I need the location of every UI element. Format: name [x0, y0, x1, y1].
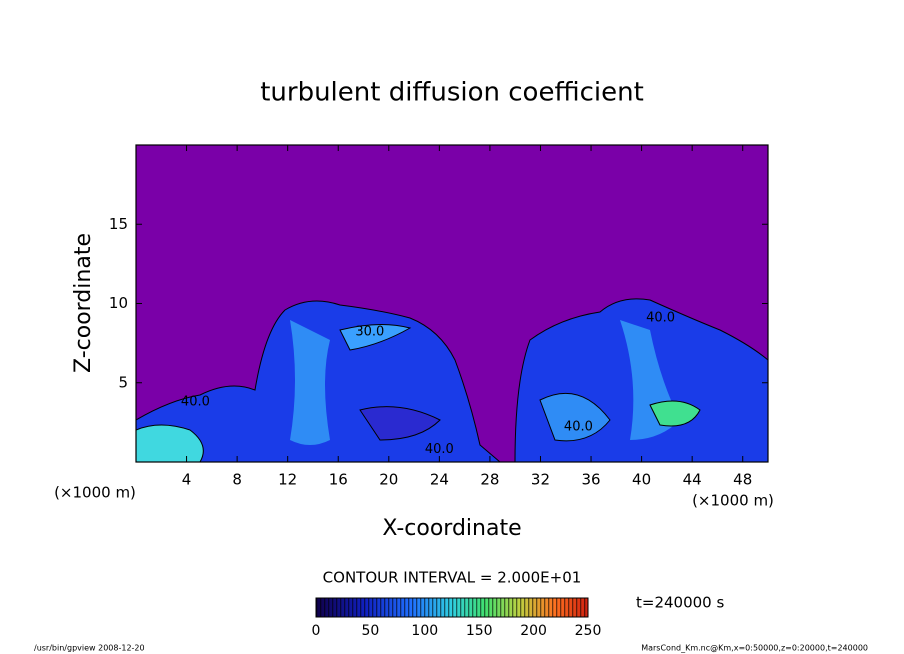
y-axis-label: Z-coordinate: [71, 233, 96, 373]
footer-right: MarsCond_Km.nc@Km,x=0:50000,z=0:20000,t=…: [641, 644, 868, 653]
x-tick-label: 32: [531, 471, 550, 489]
y-tick-label: 15: [109, 215, 128, 233]
contour-label: 30.0: [355, 325, 384, 340]
colorbar-tick-label: 150: [466, 623, 493, 639]
contour-field: [136, 145, 768, 462]
region: [649, 400, 701, 427]
contour-label: 40.0: [646, 310, 675, 325]
region: [339, 323, 412, 351]
chart-title: turbulent diffusion coefficient: [260, 78, 644, 108]
colorbar-tick-label: 100: [411, 623, 438, 639]
x-tick-label: 16: [329, 471, 348, 489]
x-unit: (×1000 m): [692, 492, 774, 510]
contour-label: 40.0: [425, 442, 454, 457]
contour-label: 40.0: [181, 394, 210, 409]
x-tick-label: 44: [683, 471, 702, 489]
colorbar-frame: [315, 597, 589, 618]
region: [290, 320, 330, 445]
y-tick-label: 5: [118, 373, 128, 391]
x-tick-label: 40: [632, 471, 651, 489]
x-unit: (×1000 m): [54, 484, 136, 502]
region: [539, 392, 611, 442]
time-label: t=240000 s: [636, 594, 724, 612]
x-tick-label: 8: [232, 471, 242, 489]
x-tick-label: 12: [278, 471, 297, 489]
x-tick-label: 48: [733, 471, 752, 489]
contour-label: 40.0: [564, 420, 593, 435]
x-tick-label: 36: [581, 471, 600, 489]
contour-interval: CONTOUR INTERVAL = 2.000E+01: [323, 569, 582, 587]
colorbar-tick-label: 0: [312, 623, 321, 639]
y-tick-label: 10: [109, 294, 128, 312]
x-axis-label: X-coordinate: [382, 516, 521, 541]
x-tick-label: 20: [379, 471, 398, 489]
colorbar-tick-label: 200: [520, 623, 547, 639]
x-tick-label: 28: [480, 471, 499, 489]
region: [359, 406, 441, 441]
x-tick-label: 4: [182, 471, 192, 489]
colorbar-tick-label: 50: [361, 623, 379, 639]
region: [136, 424, 204, 462]
footer-left: /usr/bin/gpview 2008-12-20: [34, 644, 145, 653]
colorbar-tick-label: 250: [575, 623, 602, 639]
x-tick-label: 24: [430, 471, 449, 489]
